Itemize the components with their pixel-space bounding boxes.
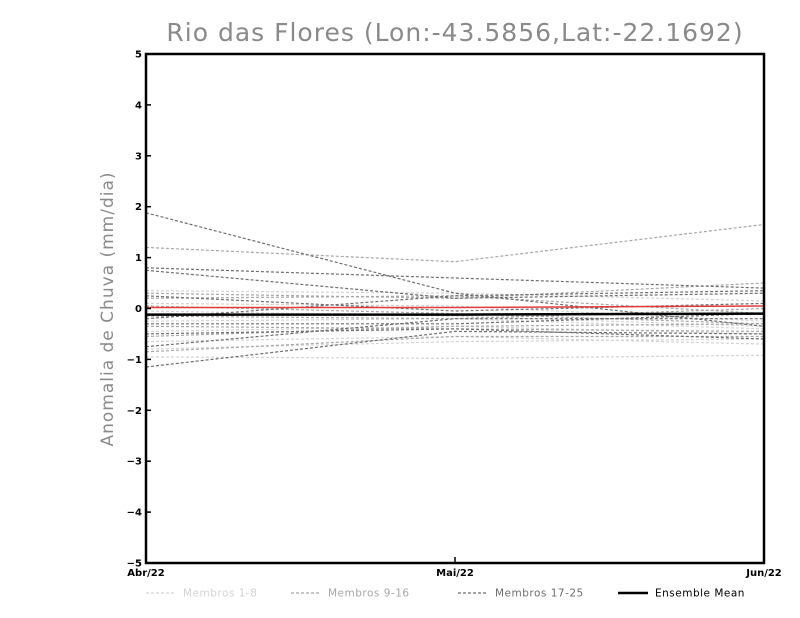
member-line-group2-6 (145, 325, 765, 332)
member-line-group2-7 (145, 323, 765, 338)
highlight-line (146, 305, 765, 309)
member-line-group3-2 (145, 267, 765, 289)
y-axis-ticks: −5 −4 −3 −2 −1 0 1 2 3 4 5 (127, 50, 151, 570)
y-tick-label: 1 (135, 253, 142, 264)
member-line-group3-7 (145, 328, 765, 340)
member-line-group3-1 (145, 212, 765, 327)
y-tick-label: 5 (135, 50, 142, 61)
x-tick-label: Abr/22 (127, 568, 164, 579)
member-line-group3-8 (145, 318, 764, 348)
member-line-group1-6 (145, 335, 765, 345)
y-tick-label: −3 (127, 457, 142, 468)
legend: Membros 1-8 Membros 9-16 Membros 17-25 Ense… (146, 588, 745, 600)
member-line-group3-6 (146, 313, 765, 325)
member-line-group3-9 (145, 330, 765, 368)
member-line-group1-7 (145, 338, 765, 350)
member-line-group1-2 (145, 302, 765, 322)
member-line-group2-4 (145, 305, 765, 325)
member-line-group1-5 (145, 325, 765, 335)
x-tick-label: Jun/22 (745, 568, 782, 579)
legend-label: Membros 9-16 (328, 588, 410, 600)
member-line-group1-3 (145, 310, 765, 327)
member-line-group3-5 (145, 290, 765, 320)
y-tick-label: −2 (127, 406, 142, 417)
y-tick-label: 2 (135, 202, 142, 213)
legend-label: Membros 1-8 (183, 588, 257, 600)
member-line-group2-8 (145, 335, 764, 353)
ensemble-member-lines (145, 212, 765, 368)
y-tick-label: −4 (127, 508, 142, 519)
x-tick-label: Mai/22 (436, 568, 474, 579)
legend-label: Ensemble Mean (655, 588, 745, 600)
legend-label: Membros 17-25 (495, 588, 584, 600)
ensemble-mean-layer (146, 305, 765, 316)
y-tick-label: 0 (135, 304, 142, 315)
y-tick-label: −5 (127, 559, 142, 570)
ensemble-mean-line (146, 312, 765, 316)
member-line-group1-8 (145, 354, 765, 360)
member-line-group2-5 (145, 307, 765, 320)
member-line-group2-2 (145, 282, 765, 299)
chart-title: Rio das Flores (Lon:-43.5856,Lat:-22.169… (166, 18, 743, 47)
member-line-group1-1 (145, 290, 765, 302)
member-line-group3-3 (145, 269, 765, 299)
member-line-group2-3 (145, 295, 765, 315)
y-tick-label: 3 (135, 151, 142, 162)
x-axis-ticks: Abr/22 Mai/22 Jun/22 (127, 557, 782, 579)
y-tick-label: −1 (127, 355, 142, 366)
y-tick-label: 4 (135, 100, 142, 111)
member-line-group1-4 (145, 318, 765, 330)
member-line-group2-1 (145, 223, 765, 263)
y-axis-label: Anomalia de Chuva (mm/dia) (98, 171, 118, 446)
